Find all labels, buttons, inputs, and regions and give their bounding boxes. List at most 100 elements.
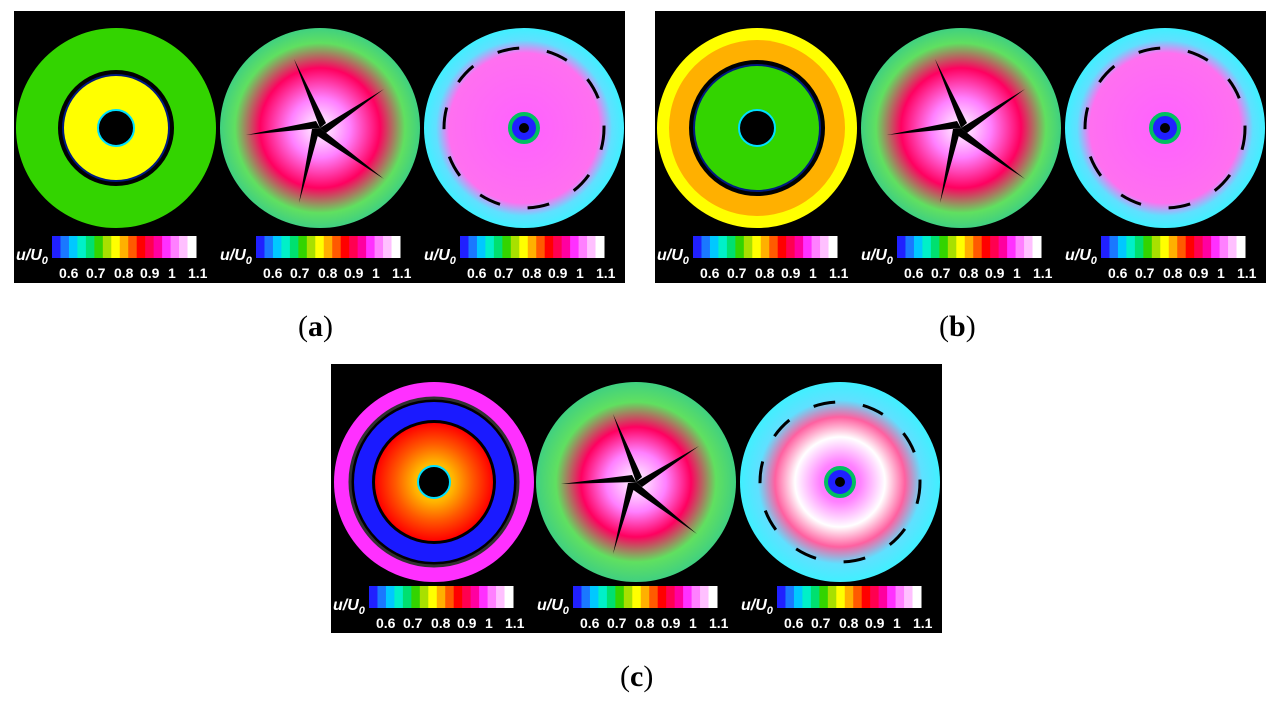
colorbar-swatch <box>1032 236 1042 258</box>
panel-c-svg: u/U0 0.6 0.7 0.8 0.9 1 1.1 u/U0 0.6 0.7 0.8 0.9 1 1.… <box>333 382 940 631</box>
colorbar-tick-label: 0.6 <box>467 265 487 281</box>
colorbar-swatch <box>470 586 480 608</box>
colorbar-swatch <box>870 586 880 608</box>
colorbar-tick-label: 0.7 <box>403 615 423 631</box>
colorbar-swatch <box>187 236 197 258</box>
colorbar-swatch <box>853 586 863 608</box>
colorbar-tick-label: 0.8 <box>522 265 542 281</box>
colorbar-swatch <box>136 236 146 258</box>
colorbar-swatch <box>374 236 384 258</box>
colorbar-swatch <box>735 236 745 258</box>
colorbar-swatch <box>998 236 1008 258</box>
colorbar-tick-label: 0.6 <box>904 265 924 281</box>
colorbar-tick-label: 1 <box>1013 265 1021 281</box>
colorbar-tick-label: 0.6 <box>1108 265 1128 281</box>
colorbar-swatch <box>536 236 546 258</box>
colorbar-swatch <box>964 236 974 258</box>
colorbar-swatch <box>640 586 650 608</box>
colorbar-swatch <box>760 236 770 258</box>
colorbar-swatch <box>905 236 915 258</box>
colorbar-swatch <box>1151 236 1161 258</box>
colorbar-swatch <box>693 236 702 258</box>
colorbar-tick-label: 0.9 <box>985 265 1005 281</box>
colorbar-swatch <box>1143 236 1153 258</box>
colorbar-swatch <box>419 586 429 608</box>
colorbar-swatch <box>436 586 446 608</box>
colorbar-tick-label: 0.7 <box>1135 265 1155 281</box>
contour-disc-a3 <box>424 28 624 228</box>
colorbar-tick-label: 0.9 <box>1189 265 1209 281</box>
contour-disc-a1 <box>16 28 216 228</box>
colorbar-c1: u/U0 0.6 0.7 0.8 0.9 1 1.1 <box>333 586 525 631</box>
colorbar-swatch <box>570 236 580 258</box>
colorbar-tick-label: 1 <box>689 615 697 631</box>
caption-b-letter: b <box>949 310 966 343</box>
colorbar-swatch <box>649 586 659 608</box>
colorbar-swatch <box>411 586 421 608</box>
colorbar-swatch <box>111 236 121 258</box>
colorbar-swatch <box>657 586 667 608</box>
colorbar-swatch <box>145 236 155 258</box>
colorbar-swatch <box>912 586 922 608</box>
colorbar-swatch <box>264 236 274 258</box>
colorbar-swatch <box>887 586 897 608</box>
colorbar-tick-label: 0.9 <box>781 265 801 281</box>
colorbar-tick-label: 0.7 <box>727 265 747 281</box>
colorbar-tick-label: 1.1 <box>596 265 616 281</box>
colorbar-tick-label: 1.1 <box>188 265 208 281</box>
colorbar-swatch <box>573 586 582 608</box>
colorbar-label: u/U0 <box>220 247 253 267</box>
panel-b: u/U0 0.6 0.7 0.8 0.9 1 1.1 u/U0 0.6 0.7 0.8 0.9 1 1.… <box>655 11 1266 283</box>
colorbar-swatch <box>385 586 395 608</box>
colorbar-tick-label: 1.1 <box>1033 265 1053 281</box>
colorbar-swatch <box>819 586 829 608</box>
caption-c: (c) <box>620 660 654 693</box>
colorbar-swatch <box>683 586 693 608</box>
colorbar-swatch <box>1160 236 1170 258</box>
colorbar-c2: u/U0 0.6 0.7 0.8 0.9 1 1.1 <box>537 586 729 631</box>
colorbar-swatch <box>897 236 906 258</box>
colorbar-a1: u/U0 0.6 0.7 0.8 0.9 1 1.1 <box>16 236 208 281</box>
colorbar-swatch <box>691 586 701 608</box>
contour-disc-b2 <box>861 28 1061 228</box>
colorbar-label: u/U0 <box>1065 247 1098 267</box>
colorbar-tick-label: 1 <box>576 265 584 281</box>
colorbar-tick-label: 0.6 <box>784 615 804 631</box>
colorbar-swatch <box>1109 236 1119 258</box>
colorbar-tick-label: 1.1 <box>1237 265 1257 281</box>
caption-a-letter: a <box>308 310 323 343</box>
colorbar-tick-label: 0.6 <box>59 265 79 281</box>
colorbar-swatch <box>836 586 846 608</box>
caption-b: (b) <box>939 310 976 343</box>
colorbar-swatch <box>1117 236 1127 258</box>
colorbar-tick-label: 1.1 <box>829 265 849 281</box>
colorbar-swatch <box>349 236 359 258</box>
colorbar-swatch <box>377 586 387 608</box>
colorbar-tick-label: 1 <box>168 265 176 281</box>
colorbar-swatch <box>52 236 61 258</box>
colorbar-swatch <box>60 236 70 258</box>
colorbar-swatch <box>981 236 991 258</box>
colorbar-swatch <box>666 586 676 608</box>
colorbar-swatch <box>1015 236 1025 258</box>
colorbar-tick-label: 0.8 <box>114 265 134 281</box>
colorbar-swatch <box>323 236 333 258</box>
contour-disc-b1 <box>657 28 857 228</box>
colorbar-swatch <box>366 236 376 258</box>
colorbar-tick-label: 0.7 <box>86 265 106 281</box>
colorbar-swatch <box>606 586 616 608</box>
colorbar-swatch <box>394 586 404 608</box>
colorbar-swatch <box>1168 236 1178 258</box>
colorbar-tick-label: 0.9 <box>344 265 364 281</box>
colorbar-label: u/U0 <box>741 597 774 617</box>
colorbar-tick-label: 0.6 <box>580 615 600 631</box>
colorbar-swatch <box>1024 236 1034 258</box>
colorbar-swatch <box>581 586 591 608</box>
colorbar-tick-label: 0.8 <box>755 265 775 281</box>
colorbar-swatch <box>332 236 342 258</box>
colorbar-tick-label: 0.7 <box>607 615 627 631</box>
colorbar-swatch <box>544 236 554 258</box>
colorbar-swatch <box>1101 236 1110 258</box>
colorbar-swatch <box>315 236 325 258</box>
colorbar-swatch <box>904 586 914 608</box>
